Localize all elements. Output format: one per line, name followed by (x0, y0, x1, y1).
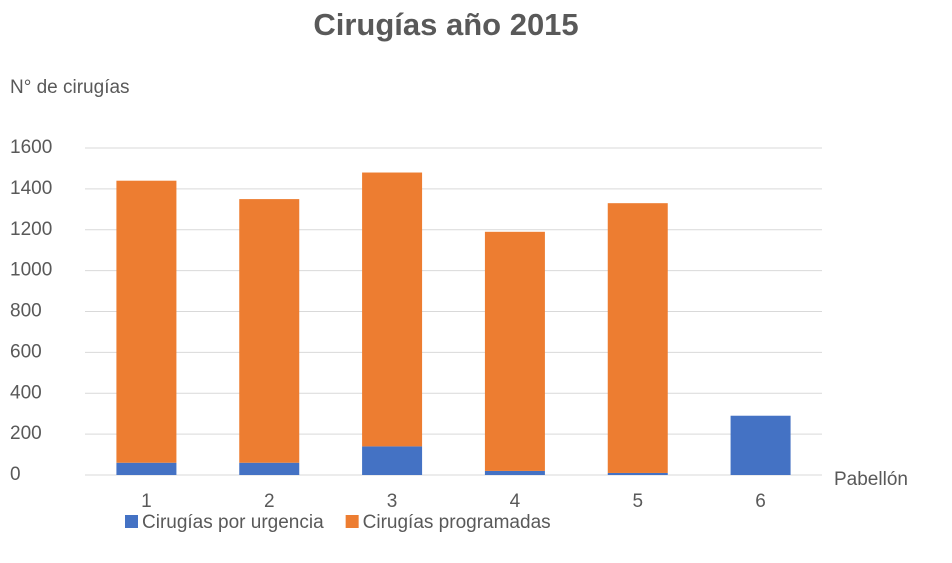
bar (116, 180, 177, 463)
bar (116, 462, 177, 475)
bar (484, 470, 545, 475)
chart-title: Cirugías año 2015 (313, 7, 578, 42)
legend-label: Cirugías por urgencia (142, 512, 324, 533)
y-tick-label: 1200 (10, 219, 52, 240)
x-tick-label: 1 (141, 491, 152, 512)
x-tick-label: 2 (264, 491, 275, 512)
legend-swatch (345, 515, 359, 528)
x-axis-title: Pabellón (834, 469, 908, 490)
y-axis-title: N° de cirugías (10, 77, 130, 98)
y-tick-label: 1000 (10, 260, 52, 281)
x-tick-label: 3 (387, 491, 398, 512)
y-tick-label: 0 (10, 464, 21, 485)
bar (484, 231, 545, 471)
bar (239, 199, 300, 463)
legend-swatch (125, 515, 138, 528)
x-tick-label: 6 (755, 491, 766, 512)
bar (362, 446, 423, 475)
bar (239, 462, 300, 475)
bar (730, 415, 791, 475)
bar (362, 172, 423, 447)
bar (607, 472, 668, 475)
y-tick-label: 1400 (10, 178, 52, 199)
y-tick-label: 400 (10, 382, 42, 403)
legend-label: Cirugías programadas (363, 512, 551, 533)
y-tick-label: 800 (10, 301, 42, 322)
x-tick-label: 4 (510, 491, 521, 512)
y-tick-label: 1600 (10, 137, 52, 158)
y-tick-label: 600 (10, 341, 42, 362)
bar (607, 203, 668, 473)
y-tick-label: 200 (10, 423, 42, 444)
x-tick-label: 5 (632, 491, 643, 512)
